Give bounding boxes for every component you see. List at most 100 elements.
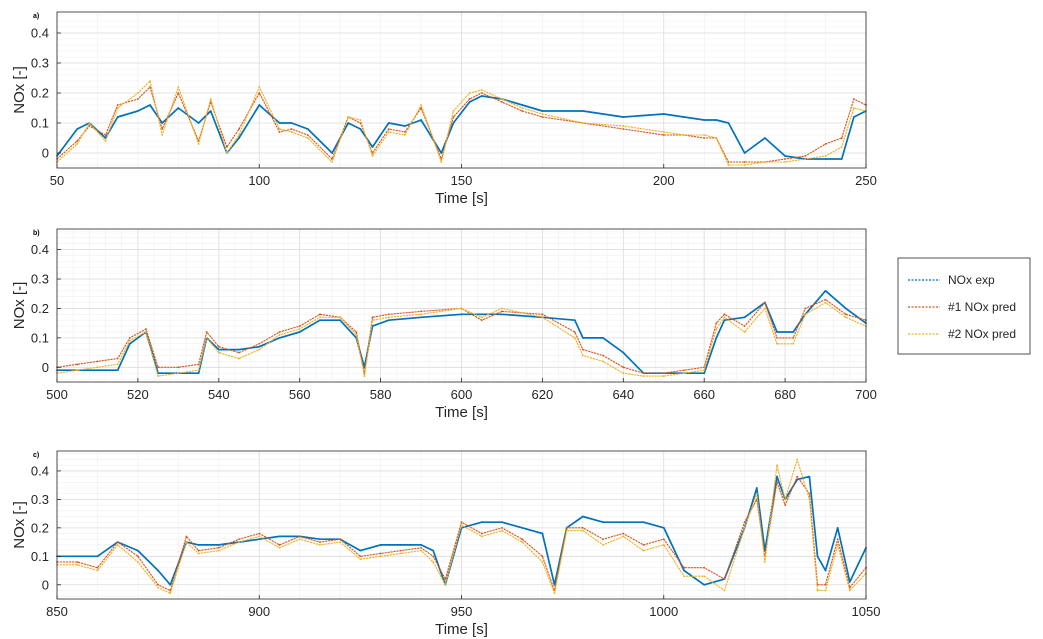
- data-point: [622, 535, 625, 538]
- data-point: [197, 552, 200, 555]
- data-point: [703, 137, 706, 139]
- data-point: [238, 137, 240, 139]
- data-point: [76, 143, 79, 145]
- data-point: [683, 116, 685, 118]
- data-point: [137, 555, 139, 558]
- data-point: [642, 372, 645, 375]
- x-tick-label: 700: [855, 387, 877, 402]
- data-point: [205, 331, 208, 333]
- data-point: [836, 526, 839, 529]
- data-point: [501, 101, 503, 103]
- data-point: [104, 140, 107, 142]
- data-point: [743, 152, 746, 154]
- data-point: [784, 504, 786, 506]
- data-point: [290, 128, 293, 130]
- data-point: [662, 544, 665, 546]
- data-point: [238, 538, 240, 541]
- data-point: [808, 492, 811, 495]
- data-point: [76, 563, 79, 566]
- data-point: [480, 535, 483, 538]
- data-point: [197, 369, 200, 372]
- data-point: [319, 313, 321, 316]
- data-point: [116, 357, 119, 360]
- x-tick-label: 620: [532, 387, 554, 402]
- x-tick-label: 600: [451, 387, 473, 402]
- data-point: [452, 116, 455, 118]
- data-point: [501, 98, 503, 100]
- data-point: [339, 319, 342, 322]
- data-point: [339, 538, 342, 541]
- data-point: [796, 478, 799, 481]
- data-point: [371, 146, 374, 148]
- data-point: [238, 541, 240, 543]
- data-point: [541, 555, 544, 558]
- data-point: [399, 544, 402, 546]
- data-point: [723, 313, 726, 316]
- data-point: [581, 529, 584, 532]
- data-point: [808, 498, 811, 501]
- data-point: [157, 375, 160, 378]
- data-point: [468, 98, 471, 100]
- data-point: [763, 161, 766, 163]
- data-point: [573, 331, 576, 333]
- data-point: [541, 561, 544, 563]
- data-point: [840, 137, 843, 139]
- data-point: [581, 515, 584, 518]
- data-point: [432, 555, 435, 558]
- x-tick-label: 540: [208, 387, 230, 402]
- data-point: [840, 158, 843, 160]
- data-point: [157, 586, 160, 589]
- x-tick-label: 250: [855, 173, 877, 188]
- y-tick-label: 0.3: [31, 272, 49, 287]
- data-point: [104, 134, 107, 136]
- data-point: [371, 319, 374, 322]
- data-point: [683, 575, 685, 578]
- data-point: [703, 119, 706, 121]
- x-tick-label: 560: [289, 387, 311, 402]
- data-point: [420, 549, 422, 552]
- data-point: [399, 549, 402, 552]
- data-point: [76, 555, 79, 558]
- y-tick-label: 0.2: [31, 301, 49, 316]
- data-point: [784, 158, 786, 160]
- data-point: [763, 307, 766, 310]
- data-point: [420, 544, 422, 546]
- data-point: [278, 336, 281, 339]
- data-point: [622, 532, 625, 535]
- data-point: [763, 301, 766, 304]
- data-point: [258, 538, 261, 541]
- data-point: [128, 339, 131, 342]
- data-point: [359, 555, 362, 558]
- legend-label: NOx exp: [948, 273, 995, 287]
- data-point: [622, 351, 625, 354]
- y-tick-label: 0.3: [31, 56, 49, 71]
- data-point: [792, 331, 795, 333]
- data-point: [622, 372, 625, 375]
- data-point: [553, 592, 556, 595]
- data-point: [683, 569, 685, 572]
- data-point: [715, 328, 718, 330]
- data-point: [808, 475, 811, 478]
- data-point: [776, 464, 778, 467]
- data-point: [278, 128, 281, 130]
- data-point: [501, 310, 503, 313]
- data-point: [622, 128, 625, 130]
- data-point: [116, 363, 119, 366]
- data-point: [96, 569, 99, 572]
- data-point: [824, 143, 827, 145]
- data-point: [602, 354, 604, 357]
- data-point: [137, 561, 139, 563]
- data-point: [157, 569, 160, 572]
- data-point: [852, 107, 855, 109]
- data-point: [197, 372, 200, 375]
- data-point: [197, 122, 200, 124]
- data-point: [359, 119, 362, 121]
- data-point: [149, 86, 151, 88]
- data-point: [88, 122, 91, 124]
- data-point: [662, 134, 665, 136]
- data-point: [177, 92, 180, 94]
- y-tick-label: 0.1: [31, 116, 49, 131]
- data-point: [852, 116, 855, 118]
- data-point: [209, 110, 212, 112]
- data-point: [371, 155, 374, 157]
